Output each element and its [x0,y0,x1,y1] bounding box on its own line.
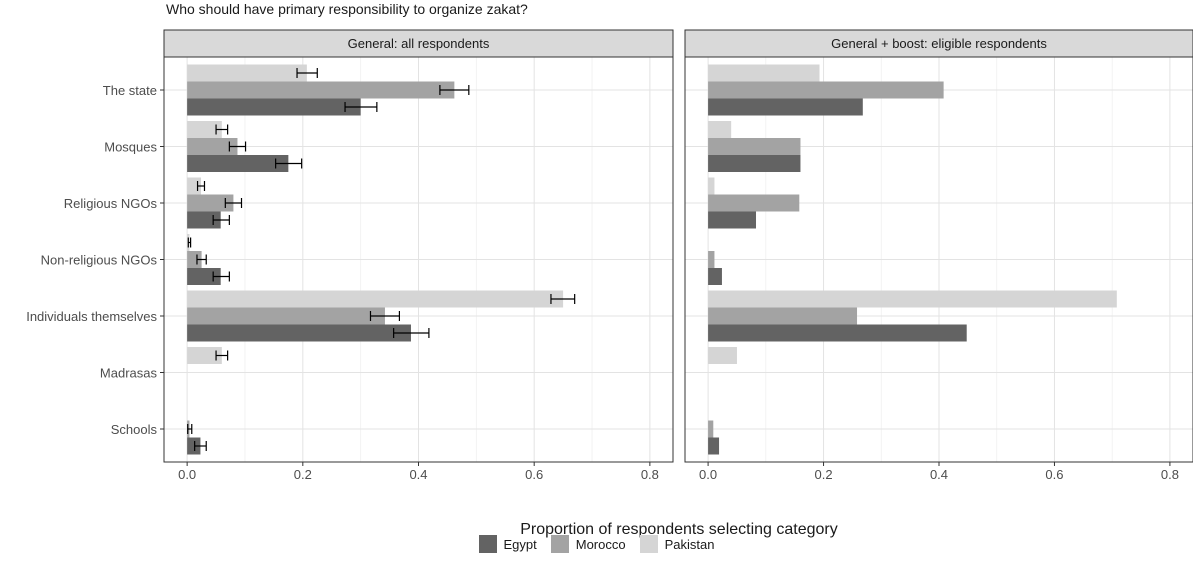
x-tick-label: 0.8 [1161,467,1179,482]
x-tick-label: 0.4 [409,467,427,482]
bar-egypt [708,211,757,229]
bar-pakistan [708,64,820,82]
bar-morocco [708,251,715,268]
bar-morocco [708,138,801,155]
bar-morocco [187,194,234,212]
facet-strip-label-0: General: all respondents [348,36,490,51]
bar-egypt [187,211,221,229]
x-axis-label: Proportion of respondents selecting cate… [520,521,838,538]
bar-egypt [708,437,720,455]
bar-morocco [187,251,202,268]
legend-swatch [478,535,497,553]
legend: Egypt Morocco Pakistan [0,535,1193,553]
y-tick-label: Mosques [104,140,157,155]
legend-swatch [550,535,569,553]
bar-egypt [187,98,361,116]
bar-pakistan [708,121,732,138]
bar-egypt [708,268,722,285]
bar-morocco [708,307,858,325]
bar-morocco [708,194,800,212]
bar-egypt [708,155,801,172]
facet-strip-1 [684,29,1193,58]
chart-title: Who should have primary responsibility t… [166,1,528,17]
bar-morocco [187,307,385,325]
y-tick-label: Schools [111,422,158,437]
bar-egypt [187,268,221,285]
bar-pakistan [187,64,307,82]
y-tick-label: Madrasas [100,366,158,381]
x-tick-label: 0.8 [641,467,659,482]
legend-item-pakistan: Pakistan [639,535,715,553]
facet-strip-0 [163,29,674,58]
y-tick-label: The state [103,83,157,98]
bar-pakistan [187,121,222,138]
x-tick-label: 0.6 [525,467,543,482]
y-tick-label: Non-religious NGOs [41,253,158,268]
x-tick-label: 0.2 [294,467,312,482]
x-tick-label: 0.2 [815,467,833,482]
bar-pakistan [187,290,564,308]
facet-strip-label-1: General + boost: eligible respondents [831,36,1047,51]
bar-egypt [708,98,863,116]
y-tick-label: Individuals themselves [26,309,157,324]
bar-morocco [708,81,944,99]
bar-egypt [187,437,201,455]
bar-pakistan [708,177,715,195]
legend-label: Morocco [575,536,626,552]
bar-pakistan [708,290,1117,308]
bar-egypt [187,324,411,342]
bar-pakistan [708,347,737,364]
bar-morocco [708,420,714,438]
x-tick-label: 0.0 [699,467,717,482]
bar-morocco [187,81,455,99]
bar-egypt [187,155,289,172]
x-tick-label: 0.4 [930,467,948,482]
legend-item-egypt: Egypt [478,535,537,553]
legend-item-morocco: Morocco [550,535,626,553]
legend-swatch [639,535,658,553]
x-tick-label: 0.0 [178,467,196,482]
y-tick-label: Religious NGOs [64,196,158,211]
legend-label: Pakistan [664,536,715,552]
bar-morocco [187,138,238,155]
bar-egypt [708,324,967,342]
legend-label: Egypt [503,536,537,552]
bar-pakistan [187,347,222,364]
x-tick-label: 0.6 [1045,467,1063,482]
